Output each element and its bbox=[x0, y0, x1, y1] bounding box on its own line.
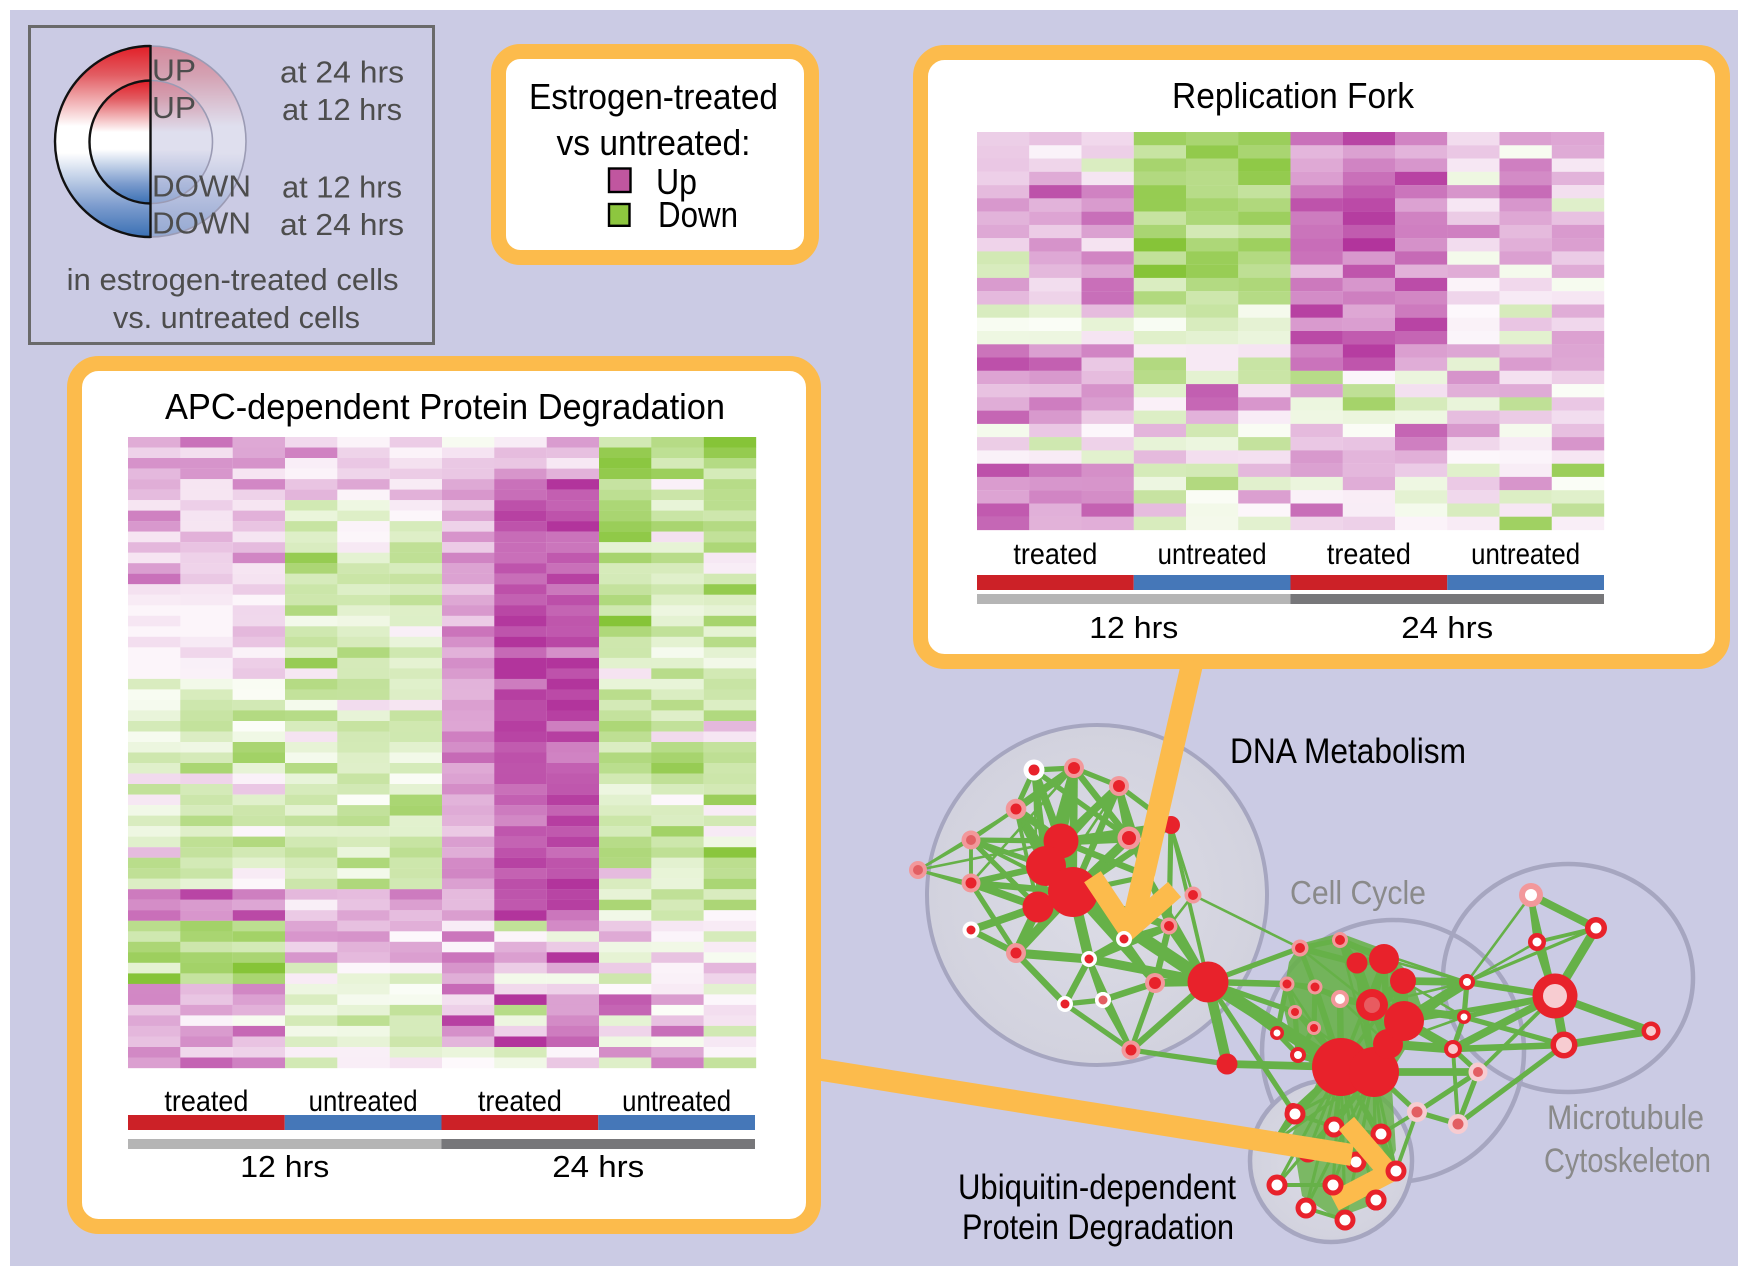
svg-text:DOWN: DOWN bbox=[152, 206, 251, 241]
svg-text:untreated: untreated bbox=[309, 1085, 418, 1118]
svg-text:12 hrs: 12 hrs bbox=[240, 1149, 329, 1184]
svg-text:in estrogen-treated cells: in estrogen-treated cells bbox=[67, 262, 399, 297]
svg-text:untreated: untreated bbox=[1158, 538, 1267, 571]
svg-text:treated: treated bbox=[478, 1085, 562, 1118]
svg-text:Protein Degradation: Protein Degradation bbox=[962, 1208, 1234, 1247]
svg-text:24 hrs: 24 hrs bbox=[552, 1149, 644, 1184]
svg-text:at 12 hrs: at 12 hrs bbox=[282, 170, 402, 205]
svg-text:Up: Up bbox=[656, 161, 697, 202]
svg-text:untreated: untreated bbox=[622, 1085, 731, 1118]
svg-text:DNA Metabolism: DNA Metabolism bbox=[1230, 732, 1466, 771]
svg-text:APC-dependent Protein Degradat: APC-dependent Protein Degradation bbox=[165, 386, 725, 427]
svg-text:DOWN: DOWN bbox=[152, 169, 251, 204]
svg-text:24 hrs: 24 hrs bbox=[1401, 610, 1493, 645]
svg-text:UP: UP bbox=[152, 53, 196, 88]
svg-text:untreated: untreated bbox=[1471, 538, 1580, 571]
svg-text:Microtubule: Microtubule bbox=[1547, 1099, 1704, 1137]
svg-text:Replication Fork: Replication Fork bbox=[1172, 75, 1415, 116]
svg-text:Cytoskeleton: Cytoskeleton bbox=[1544, 1142, 1711, 1180]
svg-text:Down: Down bbox=[658, 194, 738, 235]
svg-text:vs untreated:: vs untreated: bbox=[557, 122, 751, 163]
svg-text:12 hrs: 12 hrs bbox=[1089, 610, 1178, 645]
svg-text:Cell Cycle: Cell Cycle bbox=[1290, 874, 1426, 911]
svg-text:at 24 hrs: at 24 hrs bbox=[280, 55, 404, 90]
svg-text:treated: treated bbox=[1327, 538, 1411, 571]
svg-text:vs. untreated cells: vs. untreated cells bbox=[113, 300, 360, 335]
svg-text:treated: treated bbox=[164, 1085, 248, 1118]
svg-text:treated: treated bbox=[1013, 538, 1097, 571]
svg-text:at 12 hrs: at 12 hrs bbox=[282, 92, 402, 127]
svg-text:at 24 hrs: at 24 hrs bbox=[280, 207, 404, 242]
svg-text:Estrogen-treated: Estrogen-treated bbox=[529, 76, 778, 117]
svg-text:UP: UP bbox=[152, 90, 196, 125]
svg-text:Ubiquitin-dependent: Ubiquitin-dependent bbox=[958, 1168, 1236, 1207]
